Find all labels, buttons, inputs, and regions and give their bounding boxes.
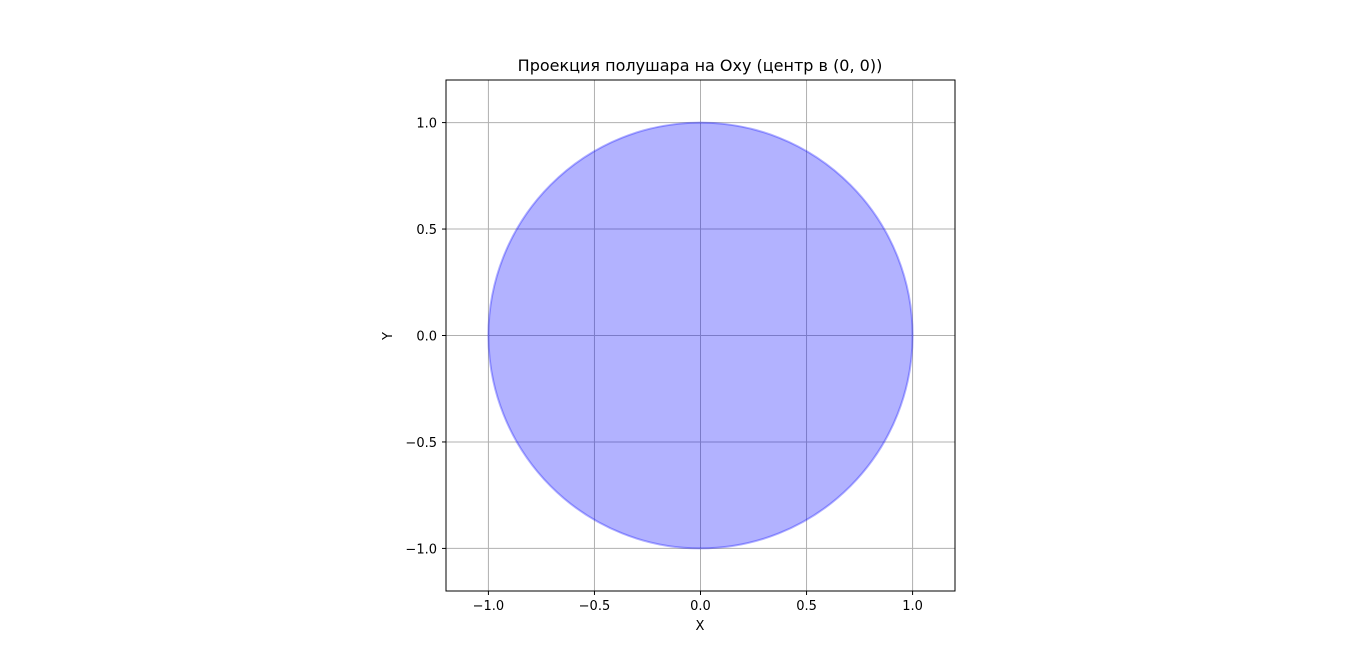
grid-layer	[446, 80, 955, 591]
y-tick-label: 0.0	[416, 330, 437, 345]
y-axis-label: Y	[381, 332, 396, 341]
y-tick-label: −0.5	[405, 436, 437, 451]
x-axis-label: X	[696, 619, 705, 634]
y-tick-label: 1.0	[416, 117, 437, 132]
x-tick-label: 0.0	[690, 599, 711, 614]
x-tick-label: 0.5	[796, 599, 817, 614]
x-tick-label: −0.5	[579, 599, 611, 614]
x-axis-ticks: −1.0 −0.5 0.0 0.5 1.0	[473, 591, 923, 614]
shape-layer	[487, 121, 914, 550]
y-axis-ticks: −1.0 −0.5 0.0 0.5 1.0	[405, 117, 446, 557]
y-tick-label: −1.0	[405, 542, 437, 557]
hemisphere-projection-circle	[487, 121, 914, 550]
x-tick-label: −1.0	[473, 599, 505, 614]
x-tick-label: 1.0	[902, 599, 923, 614]
chart-title: Проекция полушара на Oxy (центр в (0, 0)…	[518, 56, 883, 75]
y-tick-label: 0.5	[416, 223, 437, 238]
